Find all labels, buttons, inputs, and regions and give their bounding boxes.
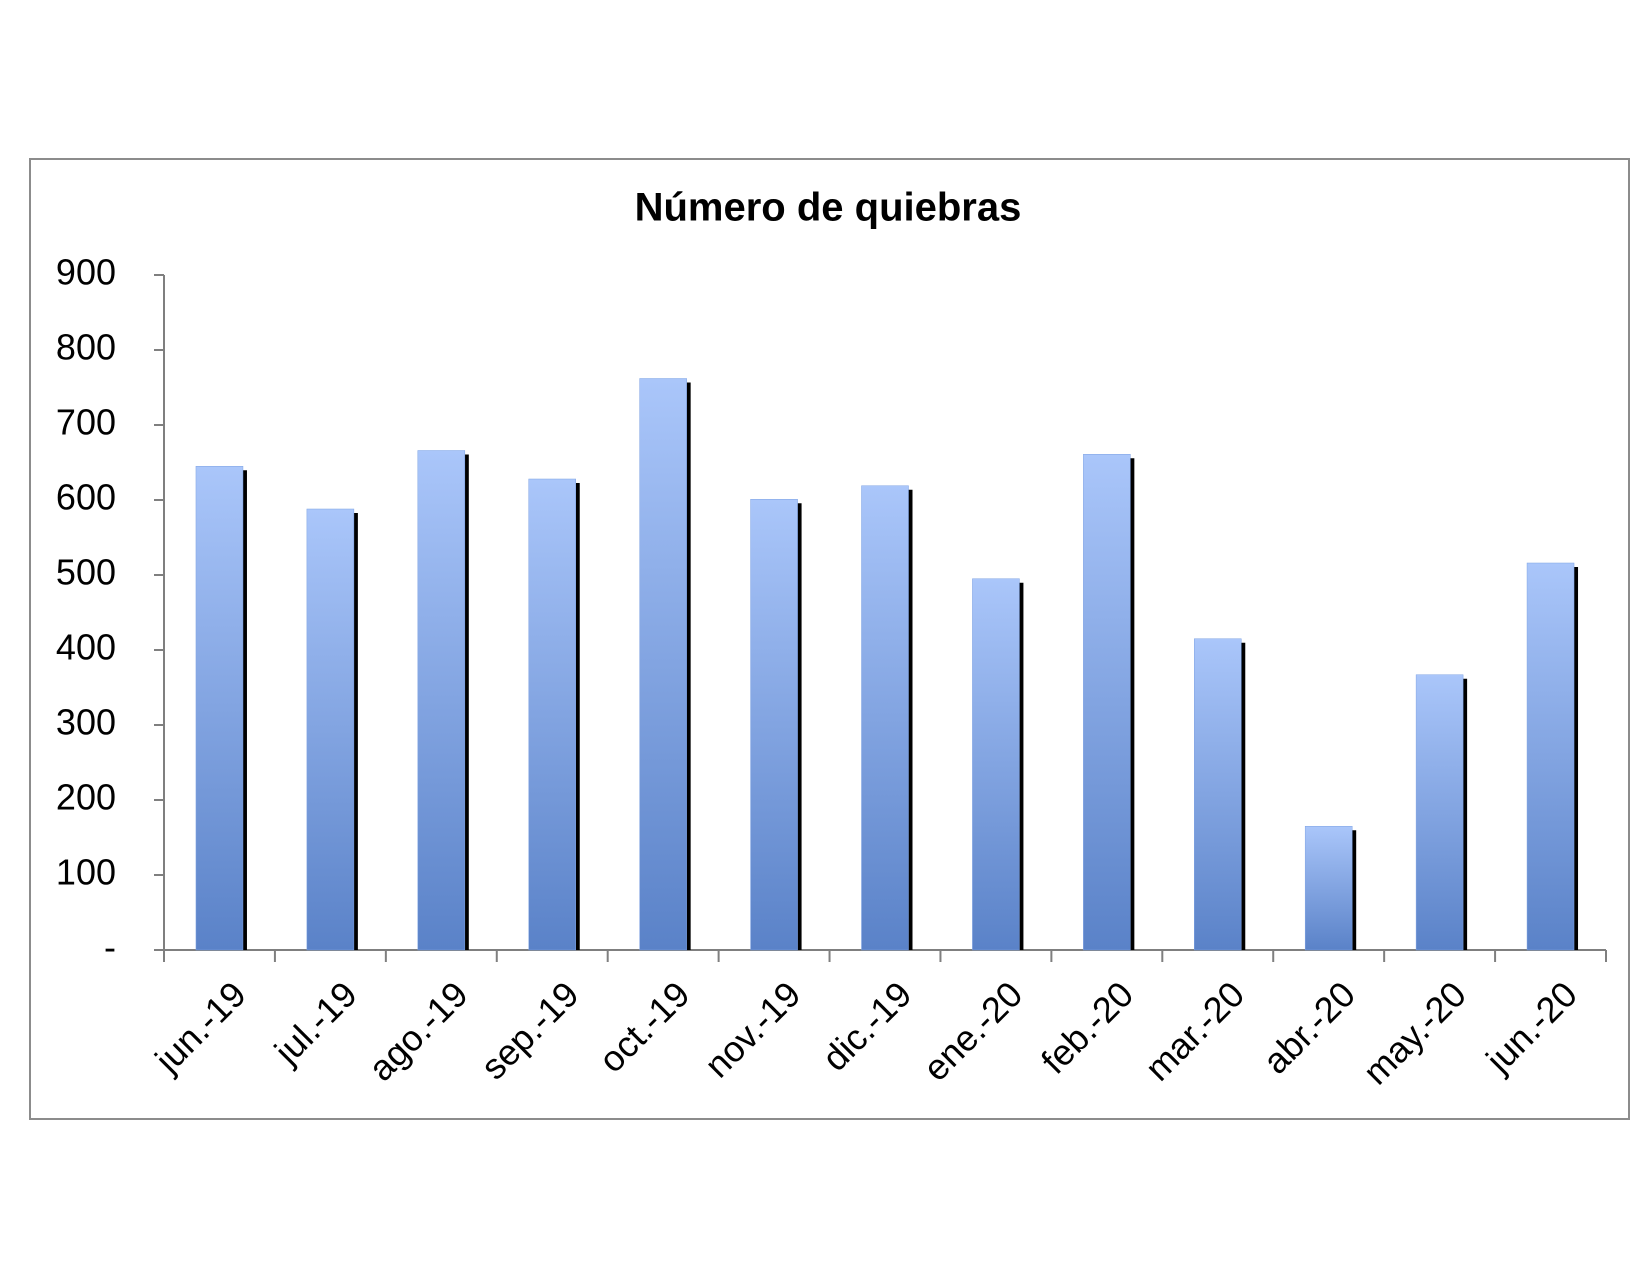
y-tick-label: 600 <box>56 477 116 518</box>
bar <box>750 499 798 951</box>
y-tick-label: 900 <box>56 252 116 293</box>
bar <box>639 378 687 951</box>
bar <box>306 508 355 951</box>
y-tick-label: - <box>104 927 116 968</box>
bar <box>1415 674 1464 951</box>
y-tick-label: 100 <box>56 852 116 893</box>
chart-frame <box>29 158 1630 1120</box>
bar <box>861 485 909 951</box>
bar <box>1194 638 1242 951</box>
y-tick-label: 200 <box>56 777 116 818</box>
y-tick-label: 700 <box>56 402 116 443</box>
bar <box>195 466 244 951</box>
y-tick-label: 500 <box>56 552 116 593</box>
bar <box>972 578 1020 951</box>
bar <box>1083 454 1131 951</box>
bar <box>417 450 466 951</box>
bar <box>1526 562 1575 951</box>
y-tick-label: 800 <box>56 327 116 368</box>
y-tick-label: 400 <box>56 627 116 668</box>
bar <box>1304 826 1353 951</box>
chart-title: Número de quiebras <box>635 186 1022 230</box>
bar <box>528 478 576 951</box>
y-tick-label: 300 <box>56 702 116 743</box>
